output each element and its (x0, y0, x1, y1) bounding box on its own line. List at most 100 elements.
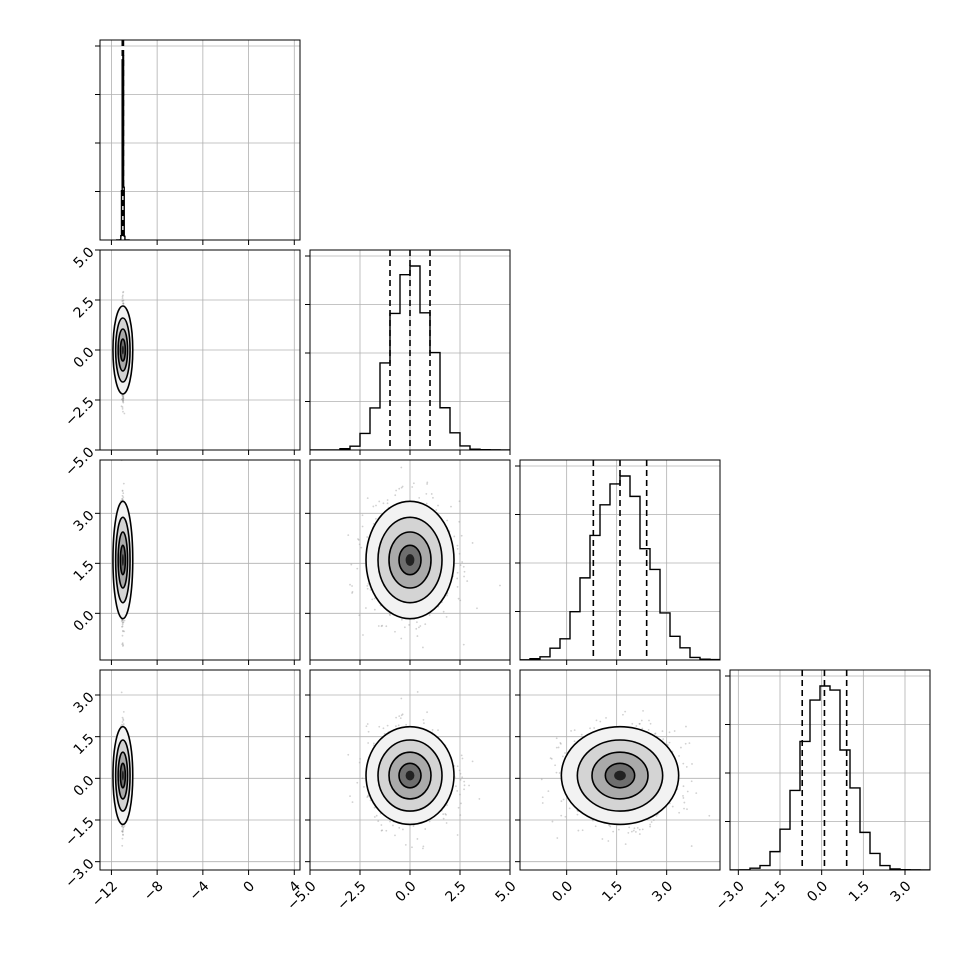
sample-point (121, 394, 124, 397)
sample-point (121, 398, 123, 401)
sample-point (432, 496, 434, 499)
sample-point (459, 564, 462, 567)
sample-point (628, 826, 631, 829)
sample-point (122, 828, 125, 831)
sample-point (122, 723, 125, 725)
sample-point (419, 625, 422, 627)
sample-point (551, 820, 554, 823)
sample-point (366, 536, 369, 538)
sample-point (121, 498, 124, 501)
sample-point (395, 716, 398, 719)
sample-point (412, 825, 415, 827)
sample-point (366, 584, 369, 587)
sample-point (122, 482, 125, 485)
sample-point (122, 645, 124, 647)
sample-point (415, 627, 418, 630)
sample-point (422, 845, 425, 848)
sample-point (375, 504, 377, 507)
sample-point (120, 691, 123, 694)
sample-point (121, 300, 124, 303)
sample-point (361, 777, 364, 780)
sample-point (389, 820, 391, 823)
sample-point (445, 813, 447, 816)
panel-frame (99, 669, 301, 871)
sample-point (416, 838, 419, 840)
sample-point (121, 489, 124, 492)
sample-point (351, 592, 353, 594)
sample-point (351, 801, 354, 803)
sample-point (122, 302, 125, 305)
sample-point (654, 733, 656, 735)
sample-point (121, 723, 123, 726)
sample-point (122, 302, 125, 305)
sample-point (708, 814, 711, 817)
sample-point (381, 829, 384, 832)
sample-point (372, 742, 375, 745)
sample-point (367, 730, 370, 733)
sample-point (422, 847, 424, 850)
sample-point (122, 718, 125, 721)
sample-point (121, 830, 123, 833)
sample-point (400, 466, 403, 469)
sample-point (121, 625, 124, 628)
sample-point (678, 755, 680, 757)
sample-point (400, 714, 403, 717)
sample-point (458, 769, 461, 772)
sample-point (437, 504, 439, 507)
sample-point (418, 626, 420, 629)
sample-point (424, 623, 427, 626)
y-tick-label: 2.5 (71, 294, 98, 321)
sample-point (445, 822, 448, 824)
sample-point (121, 623, 124, 626)
y-tick-label: 5.0 (71, 244, 98, 271)
sample-point (457, 597, 460, 600)
sample-point (122, 399, 125, 402)
sample-point (122, 302, 125, 305)
sample-point (122, 492, 125, 495)
contour-3 (398, 762, 422, 789)
sample-point (399, 717, 402, 719)
sample-point (121, 621, 124, 624)
sample-point (123, 630, 126, 633)
sample-point (122, 410, 124, 413)
sample-point (444, 812, 447, 815)
contour-1 (377, 516, 443, 604)
x-tick-label: 5.0 (493, 878, 520, 905)
sample-point (476, 607, 478, 610)
sample-point (668, 741, 671, 744)
sample-point (349, 583, 351, 586)
sample-point (422, 646, 424, 649)
sample-point (468, 784, 470, 787)
sample-point (386, 502, 389, 505)
sample-point (378, 725, 381, 728)
sample-point (403, 626, 406, 629)
contour-2 (117, 531, 129, 589)
sample-point (415, 621, 418, 624)
sample-point (380, 824, 383, 826)
sample-point (402, 828, 404, 831)
sample-point (442, 817, 445, 820)
sample-point (121, 825, 124, 827)
scatter-panel-2-1 (305, 459, 511, 665)
sample-point (437, 729, 439, 732)
sample-point (577, 829, 580, 832)
sample-point (462, 565, 465, 568)
sample-point (382, 502, 385, 505)
x-tick-label: 0 (241, 878, 259, 896)
sample-point (351, 585, 353, 587)
contour-0 (112, 500, 134, 620)
sample-point (122, 398, 125, 401)
scatter-panel-2-0 (95, 459, 301, 665)
sample-point (121, 716, 124, 719)
density-level-4 (405, 554, 415, 566)
sample-point (458, 520, 461, 523)
sample-point (456, 765, 459, 768)
contour-1 (114, 317, 131, 383)
sample-point (400, 637, 403, 640)
sample-point (442, 813, 445, 816)
sample-point (121, 831, 124, 833)
sample-point (459, 599, 462, 602)
density-level-4 (405, 770, 415, 781)
sample-point (418, 497, 421, 499)
sample-point (394, 494, 397, 497)
